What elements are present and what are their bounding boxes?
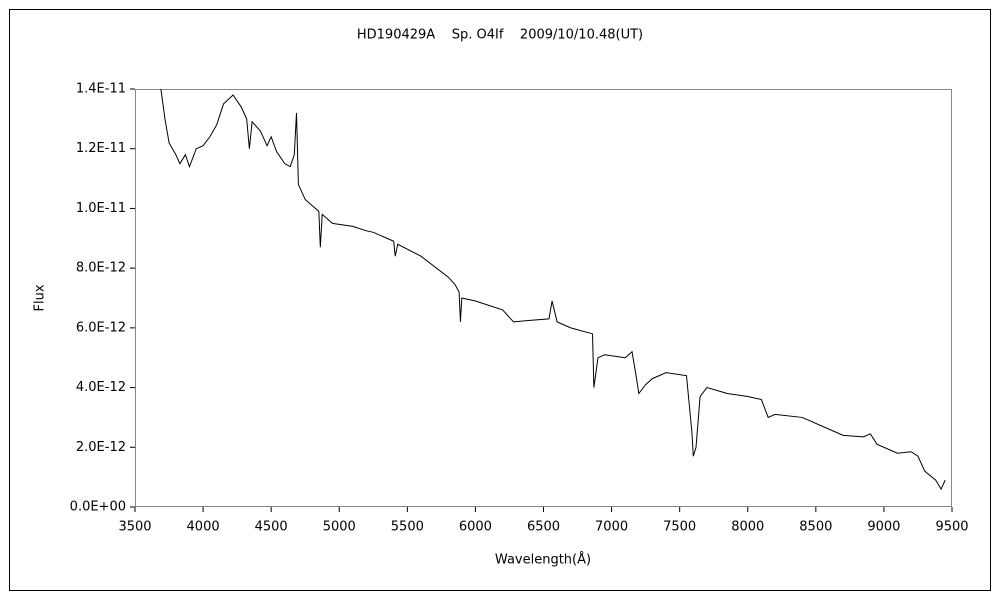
y-tick-label: 0.0E+00 xyxy=(70,500,126,515)
y-tick-label: 2.0E-12 xyxy=(76,440,126,455)
x-tick-label: 4000 xyxy=(187,520,220,535)
x-tick-label: 3500 xyxy=(118,520,151,535)
x-tick-label: 6500 xyxy=(527,520,560,535)
y-tick-label: 8.0E-12 xyxy=(76,261,126,276)
x-tick-label: 8500 xyxy=(799,520,832,535)
x-tick-label: 9000 xyxy=(867,520,900,535)
x-tick-label: 8000 xyxy=(731,520,764,535)
x-tick-label: 4500 xyxy=(255,520,288,535)
y-tick-label: 6.0E-12 xyxy=(76,320,126,335)
y-tick-label: 1.0E-11 xyxy=(76,201,126,216)
y-axis-label: Flux xyxy=(33,284,48,311)
x-tick-label: 6000 xyxy=(459,520,492,535)
x-tick-label: 7000 xyxy=(595,520,628,535)
x-tick-label: 5500 xyxy=(391,520,424,535)
x-tick-label: 5000 xyxy=(323,520,356,535)
spectrum-line xyxy=(160,89,946,491)
y-tick-label: 4.0E-12 xyxy=(76,380,126,395)
chart-title: HD190429A Sp. O4If 2009/10/10.48(UT) xyxy=(357,28,643,43)
y-tick-label: 1.2E-11 xyxy=(76,141,126,156)
x-axis-label: Wavelength(Å) xyxy=(495,552,591,568)
x-tick-label: 9500 xyxy=(935,520,968,535)
x-tick-label: 7500 xyxy=(663,520,696,535)
plot-area xyxy=(135,89,952,507)
y-tick-label: 1.4E-11 xyxy=(76,82,126,97)
